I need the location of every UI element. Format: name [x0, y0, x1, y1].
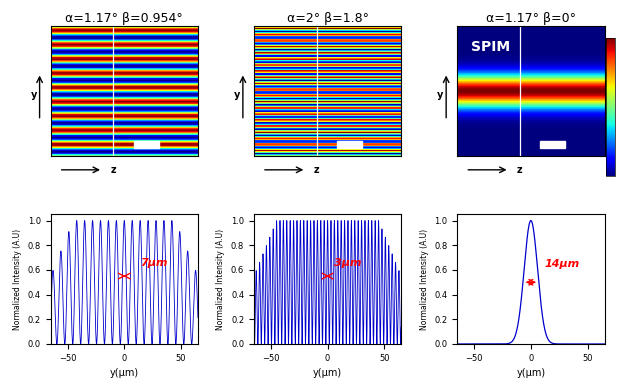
Text: 7μm: 7μm	[140, 258, 168, 268]
Text: z: z	[314, 165, 319, 175]
Text: y: y	[30, 90, 37, 100]
X-axis label: y(μm): y(μm)	[110, 368, 139, 378]
Text: 3μm: 3μm	[334, 258, 362, 268]
Text: z: z	[517, 165, 523, 175]
Text: y: y	[437, 90, 444, 100]
Text: y: y	[234, 90, 240, 100]
Text: z: z	[110, 165, 116, 175]
Title: α=1.17° β=0°: α=1.17° β=0°	[486, 12, 576, 25]
Text: 14μm: 14μm	[544, 259, 580, 270]
Y-axis label: Normalized Intensity (A.U): Normalized Intensity (A.U)	[216, 229, 225, 330]
X-axis label: y(μm): y(μm)	[313, 368, 342, 378]
X-axis label: y(μm): y(μm)	[517, 368, 546, 378]
Bar	[134, 141, 159, 149]
Bar	[337, 141, 362, 149]
Title: α=1.17° β=0.954°: α=1.17° β=0.954°	[65, 12, 183, 25]
Y-axis label: Normalized Intensity (A.U): Normalized Intensity (A.U)	[420, 229, 429, 330]
Title: α=2° β=1.8°: α=2° β=1.8°	[287, 12, 368, 25]
Bar	[541, 141, 565, 149]
Text: SPIM: SPIM	[471, 40, 510, 54]
Y-axis label: Normalized Intensity (A.U): Normalized Intensity (A.U)	[13, 229, 22, 330]
